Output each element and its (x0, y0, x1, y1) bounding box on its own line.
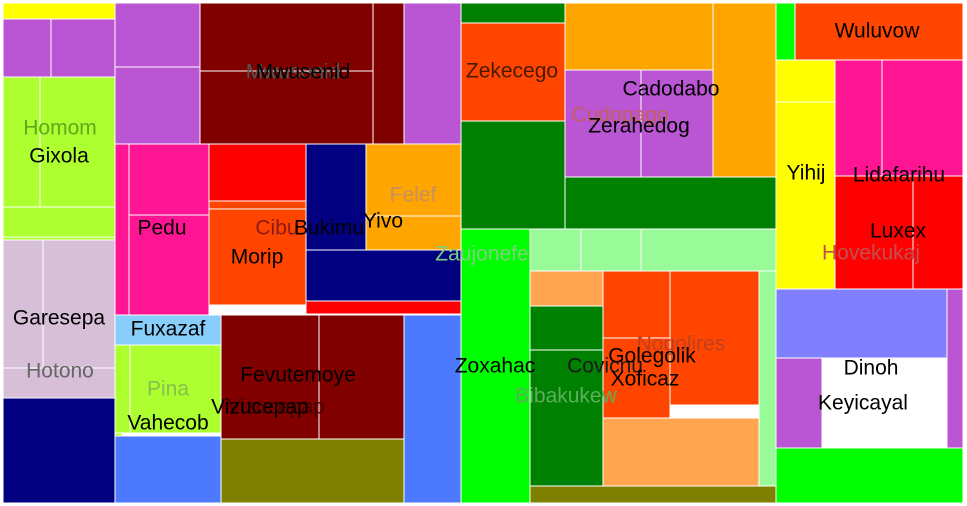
cell-label-vizucepap: Vizucepap (227, 396, 325, 419)
treemap-cell-keyicayal (775, 357, 823, 449)
treemap-cell-cibu (208, 200, 307, 210)
cell-label-nogolires: Nogolires (637, 333, 726, 356)
treemap-cell (50, 18, 116, 78)
treemap-cell-xoficaz (669, 270, 760, 406)
treemap-cell-garesepa (2, 239, 44, 369)
treemap-cell-pedu (114, 143, 130, 316)
cell-label-hotono: Hotono (26, 360, 94, 383)
cell-label-felef: Felef (390, 184, 437, 207)
treemap-cell (460, 120, 566, 230)
treemap-cell (602, 417, 760, 487)
treemap-cell (128, 143, 210, 216)
cell-label-garesepa: Garesepa (13, 307, 106, 330)
treemap-cell-vizucepap (318, 314, 405, 440)
treemap-cell (403, 2, 462, 145)
cell-label-luxex: Luxex (870, 220, 927, 243)
treemap-cell (775, 447, 964, 504)
treemap-cell (305, 249, 462, 302)
treemap-cell-mwusenid (199, 2, 374, 72)
treemap-cell-homom (2, 76, 41, 208)
cell-label-gixola: Gixola (29, 145, 89, 168)
treemap-labels: Homom Gixola Garesepa Hotono Mwusenid Pedu Cib… (13, 20, 945, 435)
treemap-cell (881, 59, 964, 177)
cell-label-lidafarihu: Lidafarihu (853, 164, 945, 187)
treemap-cell (114, 66, 201, 145)
treemap-cell (305, 300, 462, 315)
treemap-cell-hotono (2, 367, 116, 399)
cell-label-vizucepap-overlay: Vizucepap (211, 396, 309, 419)
treemap-cell (114, 435, 222, 504)
cell-label-xoficaz: Xoficaz (611, 368, 680, 391)
treemap-cell-morip (208, 208, 307, 306)
cell-label-covicnu: Covicnu (567, 355, 643, 378)
cell-label-wuluvow: Wuluvow (835, 20, 921, 43)
treemap-cell-vahecob (129, 344, 222, 434)
cell-label-zoxahac: Zoxahac (455, 355, 536, 378)
cell-label-homom: Homom (23, 117, 97, 140)
treemap-cell-cadodabo (712, 2, 777, 178)
cell-label-golegolik: Golegolik (608, 345, 696, 368)
treemap-cell (220, 438, 405, 504)
cell-label-bukimu: Bukimu (294, 217, 364, 240)
treemap-cell-fuxazaf (114, 314, 222, 346)
treemap-cell-gixola (39, 76, 116, 208)
cell-label-morip: Morip (231, 246, 284, 269)
treemap-cell (758, 270, 777, 487)
cell-label-mwusenid-overlay: Mwusenid (256, 61, 351, 84)
treemap-cell-lidafarihu (834, 59, 883, 177)
cell-label-cadodabo: Cadodabo (623, 78, 720, 101)
treemap-cell (208, 143, 307, 202)
treemap-cell-dinoh (946, 288, 964, 449)
treemap-cell (775, 59, 836, 103)
cell-label-zaujonefe: Zaujonefe (435, 243, 528, 266)
treemap-cell (2, 2, 116, 20)
treemap-cell-wuluvow (794, 2, 964, 61)
treemap-cell (529, 305, 604, 351)
treemap-cell-felef (365, 143, 462, 217)
cell-label-mwusenid: Mwusenid (246, 61, 341, 84)
treemap-cell-zekecego (460, 22, 566, 122)
treemap-cell (529, 270, 604, 307)
cell-label-zekecego: Zekecego (466, 60, 558, 83)
treemap-cell (564, 2, 714, 71)
treemap-cell (775, 288, 948, 359)
cell-label-dinoh: Dinoh (844, 357, 899, 380)
cell-label-cibu: Cibu (255, 217, 298, 240)
treemap-cell (529, 485, 777, 504)
cell-label-pedu: Pedu (137, 217, 186, 240)
treemap-cell (564, 176, 777, 230)
treemap-cell (2, 18, 52, 78)
cell-label-pina: Pina (147, 378, 189, 401)
treemap-cell (2, 397, 116, 504)
cell-label-keyicayal: Keyicayal (818, 392, 908, 415)
treemap-cell (42, 239, 116, 369)
treemap-cell (580, 228, 642, 272)
cell-label-yivo: Yivo (363, 210, 403, 233)
treemap-cell (128, 214, 210, 316)
cell-label-cudopago: Cudopago (572, 104, 669, 127)
cell-label-fevutemoye: Fevutemoye (240, 364, 356, 387)
cell-label-bibakukew: Bibakukew (515, 385, 617, 408)
treemap-cell-cudopago (564, 69, 642, 178)
cell-label-hovekukaj: Hovekukaj (822, 242, 920, 265)
treemap-cell (2, 206, 116, 238)
treemap-cell (640, 228, 777, 272)
treemap-cell-zoxahac (460, 228, 531, 504)
treemap-cell-nogolires (602, 270, 671, 339)
treemap-cell (372, 2, 405, 145)
cell-label-zerahedog: Zerahedog (588, 115, 690, 138)
cell-label-yihij: Yihij (787, 162, 826, 185)
treemap-cell-bukimu (305, 143, 367, 251)
treemap-cell (114, 2, 201, 68)
treemap-cell-yihij (775, 101, 836, 290)
treemap-cell (460, 2, 566, 24)
cell-label-vahecob: Vahecob (127, 412, 208, 435)
treemap-cell (403, 314, 462, 504)
treemap-cell (775, 2, 796, 61)
cell-label-fuxazaf: Fuxazaf (131, 318, 206, 341)
